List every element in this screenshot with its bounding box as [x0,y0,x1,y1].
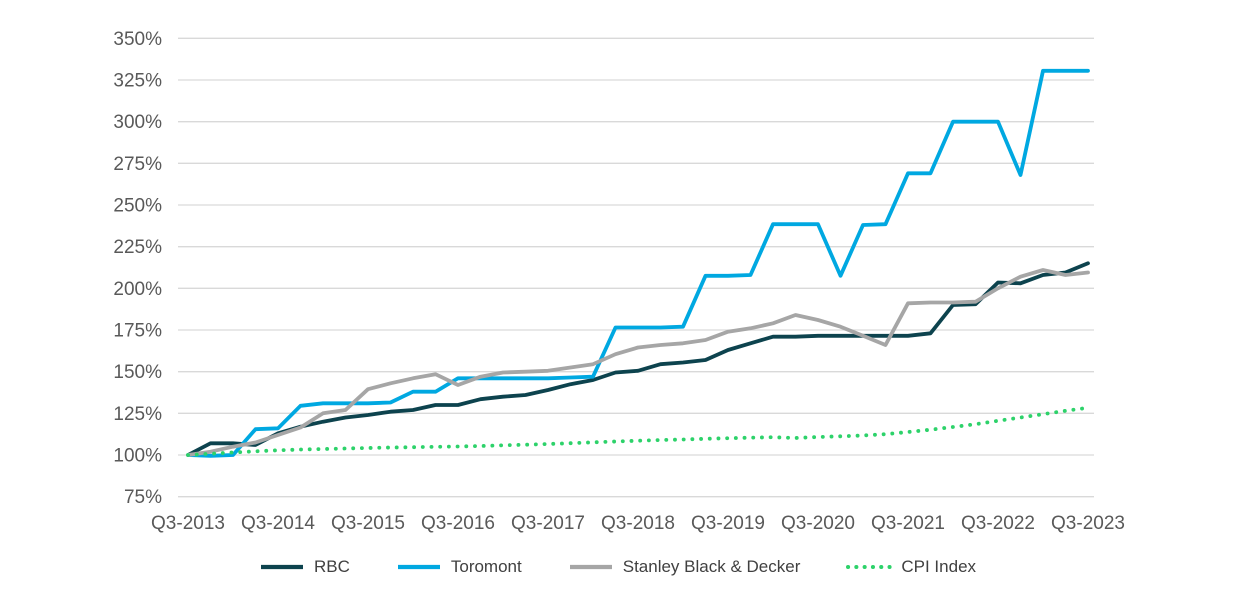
legend-swatch-rbc [260,564,303,570]
legend-label-cpi-index: CPI Index [901,557,977,576]
series-line-rbc [186,261,1090,457]
x-tick-label: Q3-2021 [871,513,945,534]
series-line-toromont [186,68,1090,458]
y-tick-label: 150% [113,362,162,383]
series-line-stanley-black-decker [186,268,1090,457]
legend-item-rbc: RBC [259,557,350,577]
gridlines [178,37,1094,498]
legend-item-cpi-index: CPI Index [846,557,976,577]
x-tick-label: Q3-2020 [781,513,855,534]
y-tick-label: 100% [113,446,162,467]
legend-label-stanley-black-decker: Stanley Black & Decker [622,557,801,576]
x-tick-label: Q3-2016 [421,513,495,534]
chart-legend: RBC Toromont Stanley Black & Decker CPI Ind… [0,557,1235,577]
y-tick-label: 225% [113,237,162,258]
y-tick-label: 250% [113,196,162,217]
x-tick-label: Q3-2013 [151,513,225,534]
y-tick-label: 300% [113,112,162,133]
y-axis-labels: 350% 325% 300% 275% 250% 225% 200% 175% 150% 125%… [113,29,162,508]
x-tick-label: Q3-2022 [961,513,1035,534]
y-tick-label: 125% [113,404,162,425]
legend-label-rbc: RBC [313,557,350,576]
legend-swatch-stanley-black-decker [569,564,612,570]
y-tick-label: 325% [113,71,162,92]
x-axis-labels: Q3-2013 Q3-2014 Q3-2015 Q3-2016 Q3-2017 Q3-20… [151,513,1125,534]
legend-swatch-toromont [397,564,440,570]
y-tick-label: 200% [113,279,162,300]
y-tick-label: 175% [113,321,162,342]
legend-item-stanley-black-decker: Stanley Black & Decker [568,557,801,577]
legend-label-toromont: Toromont [450,557,522,576]
x-tick-label: Q3-2014 [241,513,315,534]
x-tick-label: Q3-2018 [601,513,675,534]
legend-item-toromont: Toromont [396,557,522,577]
y-tick-label: 75% [124,487,162,508]
x-tick-label: Q3-2023 [1051,513,1125,534]
x-tick-label: Q3-2019 [691,513,765,534]
y-tick-label: 350% [113,29,162,50]
legend-swatch-cpi-index [846,565,893,569]
series-lines [186,68,1090,458]
x-tick-label: Q3-2017 [511,513,585,534]
x-tick-label: Q3-2015 [331,513,405,534]
y-tick-label: 275% [113,154,162,175]
